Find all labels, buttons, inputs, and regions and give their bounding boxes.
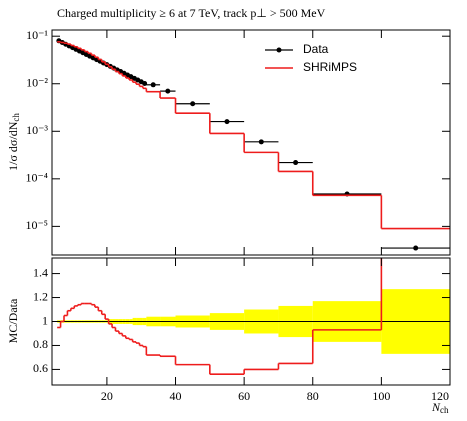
x-tick-label: 80 <box>307 389 319 403</box>
y-label-sub: ch <box>11 113 21 122</box>
y-label-main: 1/σ dσ/dN <box>6 121 20 171</box>
y-tick-label: 1.4 <box>33 265 48 279</box>
legend-label: Data <box>303 42 329 56</box>
y-tick-label: 0.6 <box>33 361 48 375</box>
main-plot <box>56 38 450 251</box>
ratio-y-label: MC/Data <box>6 298 20 343</box>
data-point <box>142 81 148 87</box>
y-tick-label: 10⁻⁵ <box>25 218 48 232</box>
y-axis-label: 1/σ dσ/dNch <box>6 113 21 171</box>
data-point <box>413 245 419 251</box>
y-tick-label: 0.8 <box>33 337 48 351</box>
data-point <box>150 82 156 88</box>
x-axis-label: Nch <box>431 400 449 415</box>
data-point <box>190 101 196 107</box>
x-tick-label: 40 <box>170 389 182 403</box>
y-tick-label: 10⁻³ <box>26 123 48 137</box>
ratio-plot <box>52 258 450 376</box>
x-tick-label: 120 <box>431 389 449 403</box>
y-tick-label: 1.2 <box>33 289 48 303</box>
x-tick-label: 60 <box>238 389 250 403</box>
data-point <box>293 160 299 166</box>
chart-title: Charged multiplicity ≥ 6 at 7 TeV, track… <box>57 6 326 20</box>
main-frame <box>51 29 451 256</box>
data-point <box>258 139 264 145</box>
x-label-sub: ch <box>440 405 449 415</box>
x-tick-label: 20 <box>101 389 113 403</box>
legend-marker <box>276 47 282 53</box>
x-label-main: N <box>431 400 441 414</box>
y-tick-label: 10⁻¹ <box>26 28 48 42</box>
y-tick-label: 10⁻⁴ <box>25 171 48 185</box>
data-point <box>224 119 230 125</box>
data-point <box>165 88 171 94</box>
y-tick-label: 1 <box>42 313 48 327</box>
x-tick-label: 100 <box>372 389 390 403</box>
y-tick-label: 10⁻² <box>26 75 48 89</box>
legend-label: SHRiMPS <box>303 60 357 74</box>
